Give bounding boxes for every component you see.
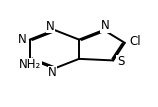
Text: Cl: Cl	[129, 35, 140, 48]
Text: N: N	[48, 66, 57, 79]
Text: N: N	[101, 19, 109, 32]
Text: N: N	[18, 33, 27, 46]
Text: S: S	[117, 55, 124, 68]
Text: N: N	[46, 20, 55, 33]
Text: NH₂: NH₂	[19, 58, 42, 71]
